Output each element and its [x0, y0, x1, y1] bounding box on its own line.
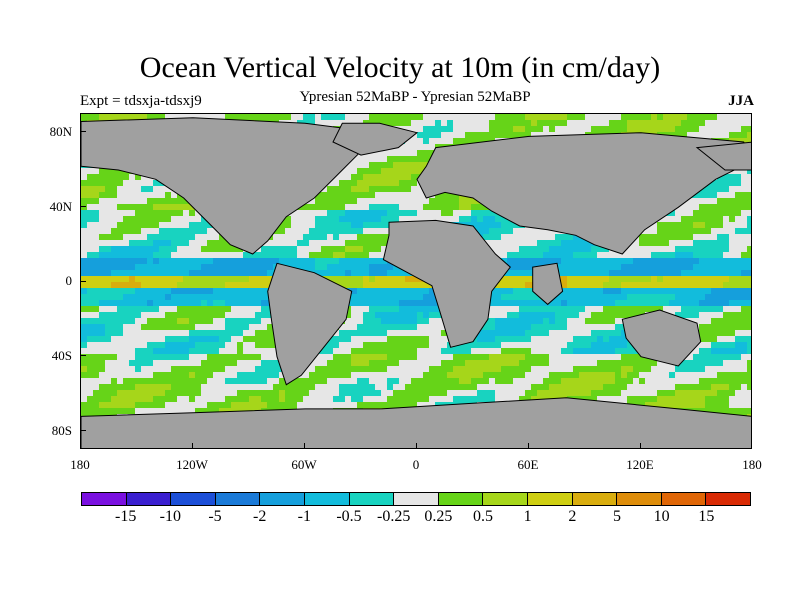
colorbar-box: [260, 493, 305, 505]
colorbar-box: [483, 493, 528, 505]
lat-label-40s: 40S: [51, 348, 72, 363]
lon-tick: [416, 443, 417, 449]
colorbar-box: [171, 493, 216, 505]
colorbar-label: 15: [698, 508, 715, 525]
lon-tick: [528, 443, 529, 449]
colorbar-label: 1: [523, 508, 532, 525]
lon-label-120w: 120W: [176, 457, 208, 472]
colorbar-label: 2: [568, 508, 577, 525]
lon-label-180e: 180: [742, 457, 762, 472]
colorbar-label: 0.5: [473, 508, 493, 525]
colorbar-box: [215, 493, 261, 505]
map-panel: [80, 113, 752, 449]
lat-label-80n: 80N: [49, 124, 72, 139]
landmass-india: [532, 262, 564, 306]
colorbar-box: [304, 493, 350, 505]
colorbar-box: [527, 493, 573, 505]
colorbar-box: [661, 493, 707, 505]
lat-label-eq: 0: [65, 273, 73, 288]
landmass-greenland-arc: [332, 122, 419, 156]
lat-tick: [80, 355, 86, 356]
lon-tick: [304, 443, 305, 449]
colorbar-box: [349, 493, 395, 505]
colorbar-box: [126, 493, 172, 505]
lon-label-0: 0: [412, 457, 420, 472]
colorbar-box: [438, 493, 484, 505]
experiment-label: Expt = tdsxja-tdsxj9: [80, 93, 202, 109]
colorbar: [81, 492, 751, 506]
colorbar-label: -5: [208, 508, 222, 525]
landmass-antarctica: [81, 397, 751, 448]
colorbar-label: -2: [252, 508, 267, 525]
lon-tick: [640, 443, 641, 449]
landmass-australia: [621, 309, 702, 367]
colorbar-label: 10: [653, 508, 670, 525]
lon-label-60w: 60W: [291, 457, 317, 472]
colorbar-label: -0.25: [376, 508, 411, 525]
chart-subtitle: Ypresian 52MaBP - Ypresian 52MaBP: [299, 89, 531, 105]
colorbar-label: 0.25: [424, 508, 453, 525]
lon-tick: [192, 443, 193, 449]
season-label: JJA: [728, 93, 754, 109]
colorbar-box: [706, 493, 750, 505]
map-canvas: [81, 114, 751, 448]
colorbar-label: -1: [297, 508, 311, 525]
landmass-siberia-east: [695, 141, 751, 171]
lat-tick: [80, 281, 86, 282]
landmasses: [81, 117, 751, 448]
colorbar-box: [394, 493, 439, 505]
lat-tick: [80, 131, 86, 132]
colorbar-box: [82, 493, 127, 505]
colorbar-label: 5: [613, 508, 621, 525]
lon-label-60e: 60E: [517, 457, 539, 472]
lat-tick: [80, 430, 86, 431]
lat-label-80s: 80S: [51, 423, 72, 438]
landmass-africa: [382, 219, 511, 348]
colorbar-box: [572, 493, 618, 505]
lat-label-40n: 40N: [49, 199, 72, 214]
landmass-south-america: [267, 262, 353, 386]
colorbar-box: [617, 493, 662, 505]
lon-label-120e: 120E: [626, 457, 654, 472]
colorbar-label: -15: [114, 508, 137, 525]
lon-label-180w: 180: [70, 457, 90, 472]
lat-tick: [80, 206, 86, 207]
chart-title: Ocean Vertical Velocity at 10m (in cm/da…: [139, 51, 661, 84]
colorbar-label: -0.5: [336, 508, 362, 525]
colorbar-label: -10: [159, 508, 181, 525]
